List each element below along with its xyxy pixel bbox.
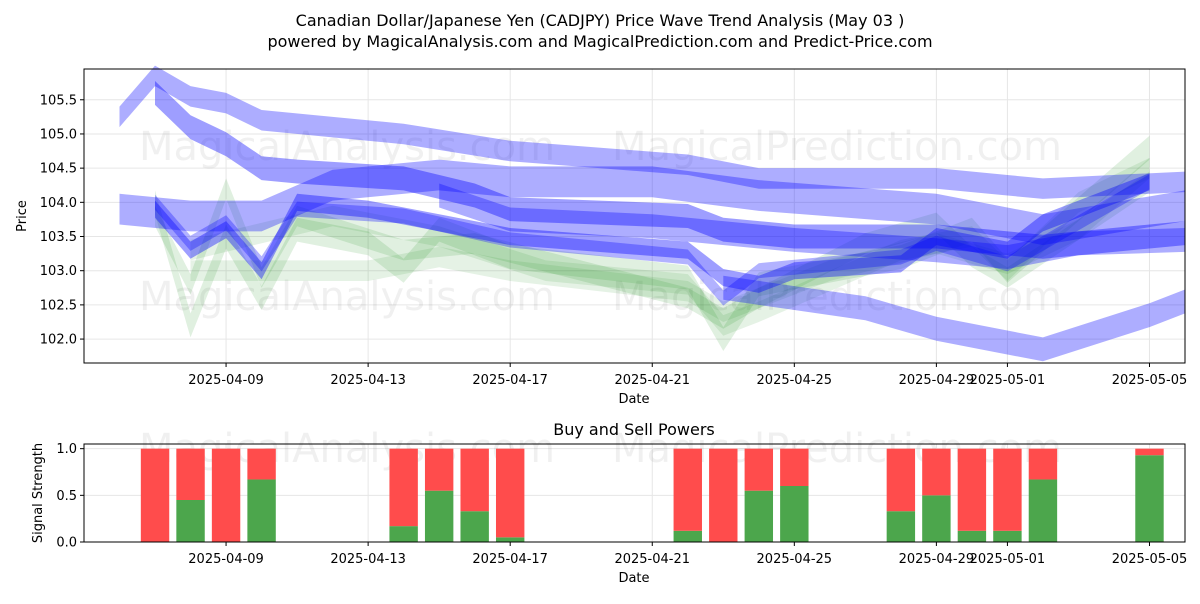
buy-power-bar [886, 511, 916, 542]
price-y-tick-label: 103.0 [40, 264, 77, 279]
blue-wave-band [155, 174, 1150, 306]
buy-sell-y-axis-label: Signal Strength [31, 443, 46, 543]
price-y-tick-label: 103.5 [40, 230, 77, 245]
buy-power-bar [922, 495, 951, 542]
blue-wave-band [119, 159, 1185, 246]
sell-power-bar [886, 448, 916, 512]
sell-power-bar [780, 448, 809, 486]
price-x-tick-label: 2025-05-01 [970, 373, 1046, 388]
sell-power-bar [424, 448, 454, 491]
price-x-tick-label: 2025-04-29 [899, 373, 975, 388]
buy-sell-x-tick-label: 2025-05-05 [1112, 552, 1188, 567]
sell-power-bar [709, 448, 738, 542]
price-chart: MagicalAnalysis.com MagicalPrediction.co… [15, 65, 1187, 407]
buy-sell-x-tick-label: 2025-04-29 [899, 552, 975, 567]
price-x-tick-label: 2025-04-17 [472, 373, 548, 388]
price-x-tick-label: 2025-04-13 [330, 373, 406, 388]
buy-power-bar [247, 479, 276, 542]
buy-power-bar [957, 530, 987, 542]
price-x-tick-label: 2025-04-25 [757, 373, 833, 388]
price-x-tick-label: 2025-05-05 [1112, 373, 1188, 388]
price-plot-frame [83, 68, 1186, 364]
sell-power-bar [1135, 448, 1164, 456]
price-wave-bands [119, 65, 1185, 362]
buy-sell-x-tick-label: 2025-04-21 [614, 552, 690, 567]
sell-power-bar [673, 448, 702, 531]
price-watermarks: MagicalAnalysis.com MagicalPrediction.co… [139, 124, 1062, 320]
buy-sell-chart: Buy and Sell Powers MagicalAnalysis.com … [31, 420, 1187, 586]
blue-wave-band [723, 275, 1185, 362]
buy-sell-x-tick-label: 2025-04-17 [472, 552, 548, 567]
price-y-axis-label: Price [15, 200, 30, 232]
buy-power-bar [1135, 455, 1164, 542]
buy-sell-plot-frame [83, 443, 1186, 543]
watermark-text: MagicalPrediction.com [612, 124, 1062, 170]
buy-sell-x-tick-label: 2025-04-25 [757, 552, 833, 567]
buy-power-bar [993, 530, 1022, 542]
price-y-tick-label: 104.0 [40, 196, 77, 211]
price-y-tick-label: 102.5 [40, 298, 77, 313]
buy-power-bar [744, 490, 774, 542]
buy-sell-x-ticks: 2025-04-09 2025-04-13 2025-04-17 2025-04-21… [188, 542, 1187, 567]
buy-sell-x-axis-label: Date [618, 571, 649, 586]
blue-wave-band [155, 173, 1150, 293]
chart-title-line2: powered by MagicalAnalysis.com and Magic… [267, 32, 932, 51]
sell-power-bar [460, 448, 489, 512]
buy-power-bar [389, 526, 418, 542]
sell-power-bar [1028, 448, 1058, 480]
green-wave-band [155, 135, 1150, 351]
price-x-ticks: 2025-04-09 2025-04-13 2025-04-17 2025-04-21… [188, 363, 1187, 388]
price-y-tick-label: 104.5 [40, 162, 77, 177]
buy-sell-y-ticks: 0.0 0.5 1.0 [56, 442, 84, 551]
blue-wave-band [119, 65, 1185, 199]
price-x-tick-label: 2025-04-21 [614, 373, 690, 388]
green-wave-band [190, 157, 1150, 322]
sell-power-bar [922, 448, 951, 496]
green-wave-band [190, 157, 1150, 336]
watermark-text: MagicalPrediction.com [612, 274, 1062, 320]
buy-sell-bars [140, 448, 1164, 542]
price-y-tick-label: 105.0 [40, 127, 77, 142]
watermark-text: MagicalAnalysis.com [139, 274, 555, 320]
buy-power-bar [176, 500, 205, 542]
buy-sell-x-tick-label: 2025-04-13 [330, 552, 406, 567]
buy-power-bar [424, 490, 454, 542]
sell-power-bar [993, 448, 1022, 531]
buy-power-bar [780, 486, 809, 542]
sell-power-bar [495, 448, 525, 538]
chart-title-line1: Canadian Dollar/Japanese Yen (CADJPY) Pr… [296, 11, 905, 30]
buy-sell-x-tick-label: 2025-05-01 [970, 552, 1046, 567]
buy-sell-y-tick-label: 0.5 [56, 489, 77, 504]
buy-power-bar [460, 511, 489, 542]
price-y-tick-label: 102.0 [40, 333, 77, 348]
blue-wave-band [439, 183, 1185, 269]
sell-power-bar [211, 448, 241, 542]
price-x-axis-label: Date [618, 392, 649, 407]
sell-power-bar [744, 448, 774, 491]
buy-sell-title: Buy and Sell Powers [553, 420, 715, 439]
price-gridlines [84, 69, 1185, 363]
watermark-text: MagicalAnalysis.com [139, 124, 555, 170]
sell-power-bar [957, 448, 987, 531]
sell-power-bar [176, 448, 205, 500]
sell-power-bar [389, 448, 418, 527]
blue-wave-band [155, 81, 1185, 259]
buy-sell-y-tick-label: 0.0 [56, 536, 77, 551]
buy-power-bar [673, 530, 702, 542]
price-y-tick-label: 105.5 [40, 93, 77, 108]
buy-sell-y-tick-label: 1.0 [56, 442, 77, 457]
buy-power-bar [495, 537, 525, 542]
green-wave-band [155, 171, 1150, 329]
sell-power-bar [140, 448, 170, 542]
buy-power-bar [1028, 479, 1058, 542]
price-x-tick-label: 2025-04-09 [188, 373, 264, 388]
price-y-ticks: 102.0 102.5 103.0 103.5 104.0 104.5 105.0 105.5 [40, 93, 84, 348]
sell-power-bar [247, 448, 276, 480]
buy-sell-x-tick-label: 2025-04-09 [188, 552, 264, 567]
